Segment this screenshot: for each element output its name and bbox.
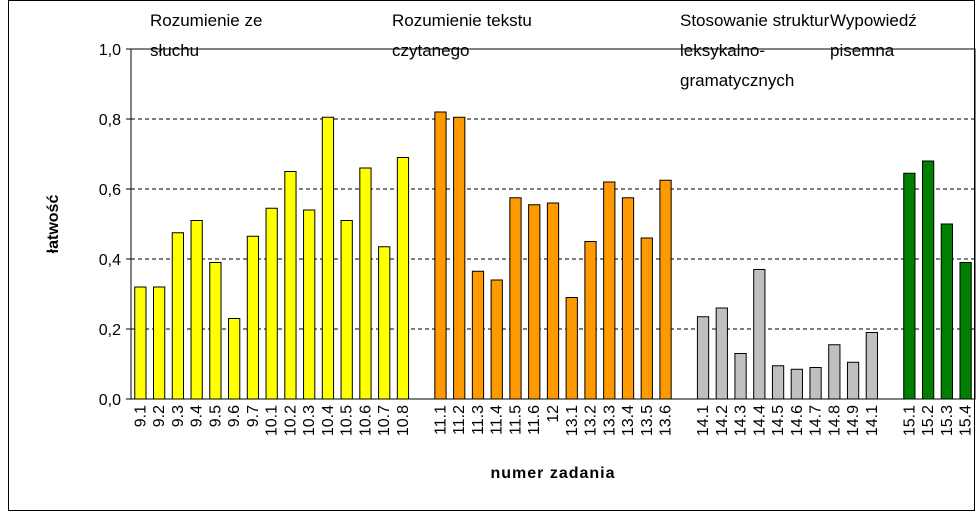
- x-tick-label: 13.6: [658, 405, 675, 436]
- x-tick-label: 13.1: [564, 405, 581, 436]
- x-tick-label: 11.4: [489, 405, 506, 435]
- bar: [734, 353, 747, 400]
- x-tick-label: 15.4: [958, 405, 975, 436]
- bar: [490, 279, 503, 400]
- bar: [434, 111, 447, 400]
- bar: [865, 332, 878, 400]
- y-tick-label: 0,4: [99, 252, 121, 269]
- bar: [340, 220, 353, 400]
- bar: [696, 316, 710, 400]
- x-tick-label: 9.2: [151, 405, 168, 427]
- x-tick-label: 13.4: [620, 405, 637, 436]
- x-tick-label: 10.7: [376, 405, 393, 436]
- bar: [209, 262, 222, 400]
- x-tick-label: 11.6: [526, 405, 543, 435]
- bar: [378, 246, 391, 400]
- x-tick-label: 14.9: [845, 405, 862, 436]
- bar: [959, 262, 972, 400]
- bar: [171, 232, 185, 400]
- x-tick-label: 14.6: [789, 405, 806, 436]
- bar: [265, 207, 278, 400]
- x-tick-label: 14.4: [751, 405, 768, 436]
- x-tick-label: 10.3: [301, 405, 318, 436]
- x-tick-label: 15.3: [939, 405, 956, 436]
- x-tick-label: 9.6: [226, 405, 243, 427]
- bar: [809, 367, 822, 400]
- x-tick-label: 9.1: [132, 405, 149, 427]
- group-label: Rozumienie tekstu czytanego: [392, 11, 532, 60]
- x-tick-label: 15.1: [901, 405, 918, 436]
- x-axis-label: numer zadania: [490, 465, 615, 482]
- x-tick-label: 9.3: [170, 405, 187, 427]
- y-tick-label: 0,6: [99, 182, 121, 199]
- bar: [228, 318, 241, 400]
- x-tick-label: 11.5: [507, 405, 524, 435]
- bar: [940, 223, 953, 400]
- x-tick-label: 10.1: [264, 405, 281, 436]
- bar: [153, 286, 166, 400]
- bar: [359, 167, 372, 400]
- bar: [303, 209, 316, 400]
- bar: [659, 179, 672, 400]
- bar: [640, 237, 653, 400]
- bar: [453, 116, 466, 400]
- x-tick-label: 14.1: [695, 405, 712, 436]
- x-tick-label: 9.5: [207, 405, 224, 427]
- bar: [621, 197, 635, 400]
- x-tick-label: 9.7: [245, 405, 262, 427]
- x-tick-label: 10.5: [339, 405, 356, 436]
- x-tick-label: 13.2: [583, 405, 600, 436]
- x-tick-label: 14.8: [826, 405, 843, 436]
- x-tick-label: 11.2: [451, 405, 468, 435]
- y-tick-label: 0,2: [99, 322, 121, 339]
- bar: [565, 297, 578, 400]
- x-tick-label: 14.3: [733, 405, 750, 436]
- bar: [284, 171, 297, 400]
- x-tick-label: 13.5: [639, 405, 656, 436]
- x-tick-label: 15.2: [920, 405, 937, 436]
- x-tick-label: 14.1: [864, 405, 881, 436]
- bar: [921, 160, 935, 400]
- bar: [546, 202, 560, 400]
- x-tick-label: 9.4: [189, 405, 206, 427]
- x-tick-label: 10.8: [395, 405, 412, 436]
- group-label: Stosowanie struktur leksykalno-gramatycz…: [680, 11, 830, 90]
- x-tick-label: 14.7: [808, 405, 825, 436]
- bar: [715, 307, 728, 400]
- y-tick-label: 0,0: [99, 392, 121, 409]
- bar: [584, 241, 597, 400]
- x-tick-label: 11.1: [432, 405, 449, 435]
- bar: [753, 269, 766, 400]
- x-tick-label: 13.3: [601, 405, 618, 436]
- y-tick-label: 1,0: [99, 42, 121, 59]
- bar: [828, 344, 841, 400]
- x-tick-label: 12: [545, 405, 562, 423]
- x-tick-label: 14.2: [714, 405, 731, 436]
- x-tick-label: 10.2: [282, 405, 299, 436]
- group-label: Rozumienie ze słuchu: [150, 11, 263, 60]
- bar: [790, 368, 803, 400]
- bar: [771, 365, 785, 400]
- bar: [396, 157, 410, 400]
- bar: [471, 270, 485, 400]
- y-tick-label: 0,8: [99, 112, 121, 129]
- bar: [528, 204, 541, 400]
- x-tick-label: 14.5: [770, 405, 787, 436]
- x-tick-label: 10.4: [320, 405, 337, 436]
- bar: [321, 116, 335, 400]
- bar: [846, 361, 860, 400]
- bar: [246, 235, 260, 400]
- bar: [509, 197, 522, 400]
- group-label: Wypowiedź pisemna: [830, 11, 917, 60]
- bar: [603, 181, 616, 400]
- bar: [903, 172, 916, 400]
- bar: [190, 220, 203, 400]
- y-axis-label: łatwość: [45, 195, 62, 254]
- x-tick-label: 11.3: [470, 405, 487, 435]
- bar: [134, 286, 147, 400]
- x-tick-label: 10.6: [357, 405, 374, 436]
